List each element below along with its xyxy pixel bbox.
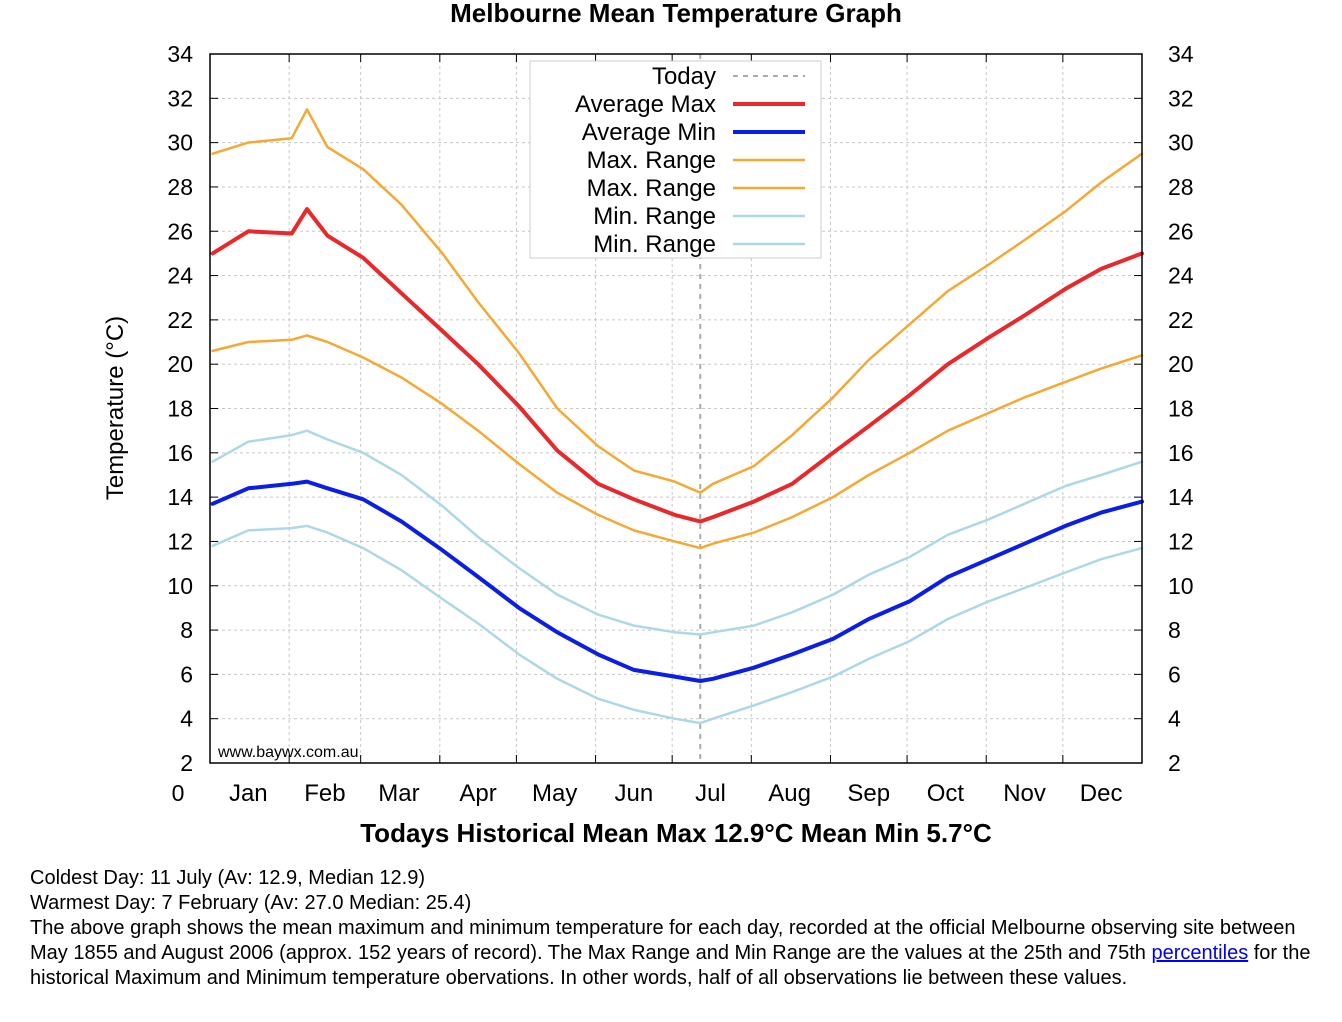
chart-title: Melbourne Mean Temperature Graph	[450, 0, 902, 28]
y-tick-label-right: 16	[1168, 440, 1194, 466]
y-tick-label-right: 6	[1168, 661, 1181, 687]
y-tick-label: 16	[167, 440, 193, 466]
y-tick-label: 32	[167, 85, 193, 111]
series-line-min-range	[211, 429, 1144, 636]
x-tick-label: Jul	[695, 780, 726, 807]
temperature-chart: Melbourne Mean Temperature Graph 2468101…	[102, 0, 1194, 848]
y-tick-label: 20	[167, 351, 193, 377]
y-tick-label: 24	[167, 263, 193, 289]
y-tick-label: 2	[180, 750, 193, 776]
x-tick-label: Feb	[304, 780, 345, 807]
y-tick-label-right: 30	[1168, 130, 1194, 156]
y-tick-label: 4	[180, 706, 193, 732]
legend-label: Min. Range	[593, 203, 716, 230]
series-line-min-range	[211, 524, 1144, 725]
y-tick-label-right: 34	[1168, 41, 1194, 67]
grid-lines	[210, 54, 1142, 763]
y-tick-label-right: 12	[1168, 528, 1194, 554]
x-tick-label: May	[532, 780, 577, 807]
warmest-day-text: Warmest Day: 7 February (Av: 27.0 Median…	[30, 892, 472, 914]
y-axis-label: Temperature (°C)	[102, 316, 129, 500]
y-tick-label-right: 20	[1168, 351, 1194, 377]
y-tick-label-right: 10	[1168, 573, 1194, 599]
series-line-max-range	[211, 334, 1144, 550]
y-tick-label: 12	[167, 528, 193, 554]
y-tick-label-right: 28	[1168, 174, 1194, 200]
y-tick-label: 6	[180, 661, 193, 687]
x-tick-label: Mar	[378, 780, 419, 807]
x-tick-labels: 0 Jan Feb Mar Apr May Jun Jul Aug Sep Oct Nov Dec	[172, 780, 1123, 807]
y-tick-label: 22	[167, 307, 193, 333]
y-tick-label: 14	[167, 484, 193, 510]
legend-label: Min. Range	[593, 231, 716, 258]
series-layer	[210, 54, 1144, 763]
y-tick-label: 26	[167, 218, 193, 244]
x-tick-label: Sep	[847, 780, 890, 807]
y-tick-label: 28	[167, 174, 193, 200]
x-tick-label: Oct	[927, 780, 965, 807]
y-tick-label-right: 2	[1168, 750, 1181, 776]
tick-marks	[210, 53, 1142, 764]
y-tick-label-right: 32	[1168, 85, 1194, 111]
legend-label: Today	[652, 63, 716, 90]
y-tick-label: 34	[167, 41, 193, 67]
y-tick-label: 18	[167, 396, 193, 422]
y-tick-label: 30	[167, 130, 193, 156]
x-axis-label: Todays Historical Mean Max 12.9°C Mean M…	[360, 818, 992, 848]
watermark: www.baywx.com.au	[217, 744, 359, 761]
x-tick-label: Apr	[459, 780, 496, 807]
x-tick-label: Jan	[229, 780, 268, 807]
x-tick-label: Aug	[768, 780, 811, 807]
x-tick-label: Dec	[1080, 780, 1123, 807]
y-tick-label-right: 24	[1168, 263, 1194, 289]
legend-label: Max. Range	[587, 147, 716, 174]
series-line-max-range	[211, 108, 1144, 494]
x-tick-label: Nov	[1003, 780, 1046, 807]
legend-label: Average Max	[575, 91, 716, 118]
x-tick-label: Jun	[615, 780, 654, 807]
description-part-2: for the historical Maximum and Minimum t…	[30, 942, 1311, 989]
x-tick-label-zero: 0	[172, 780, 185, 806]
description-part-1: The above graph shows the mean maximum a…	[30, 917, 1296, 964]
y-tick-label-right: 22	[1168, 307, 1194, 333]
y-tick-label-right: 14	[1168, 484, 1194, 510]
y-tick-label-right: 8	[1168, 617, 1181, 643]
series-line-average-max	[210, 207, 1144, 524]
y-tick-label-right: 18	[1168, 396, 1194, 422]
y-tick-label-right: 4	[1168, 706, 1181, 732]
legend-label: Average Min	[582, 119, 716, 146]
y-tick-label: 8	[180, 617, 193, 643]
y-tick-label: 10	[167, 573, 193, 599]
series-line-average-min	[210, 479, 1144, 683]
description-text: The above graph shows the mean maximum a…	[30, 916, 1320, 991]
caption: Coldest Day: 11 July (Av: 12.9, Median 1…	[30, 866, 1320, 991]
percentiles-link[interactable]: percentiles	[1151, 942, 1249, 964]
legend-label: Max. Range	[587, 175, 716, 202]
coldest-day-text: Coldest Day: 11 July (Av: 12.9, Median 1…	[30, 867, 426, 889]
y-tick-label-right: 26	[1168, 218, 1194, 244]
